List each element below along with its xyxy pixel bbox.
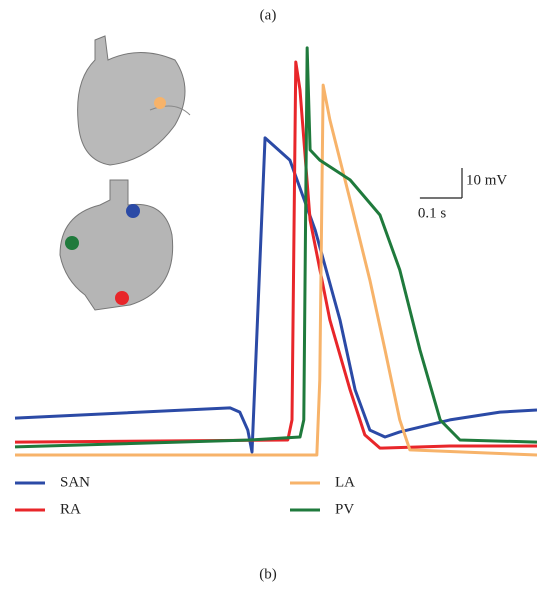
trace [15,83,537,457]
trace [14,46,537,449]
legend-label: LA [335,474,355,490]
legend-label: PV [335,501,354,517]
heart-illustration [59,35,191,311]
legend-label: SAN [60,474,90,490]
scale-bar-label: 10 mV [466,172,507,188]
panel-label: (a) [260,7,277,23]
panel-label: (b) [259,566,277,582]
legend-label: RA [60,501,81,517]
scale-bar-label: 0.1 s [418,205,447,221]
trace [14,136,537,454]
